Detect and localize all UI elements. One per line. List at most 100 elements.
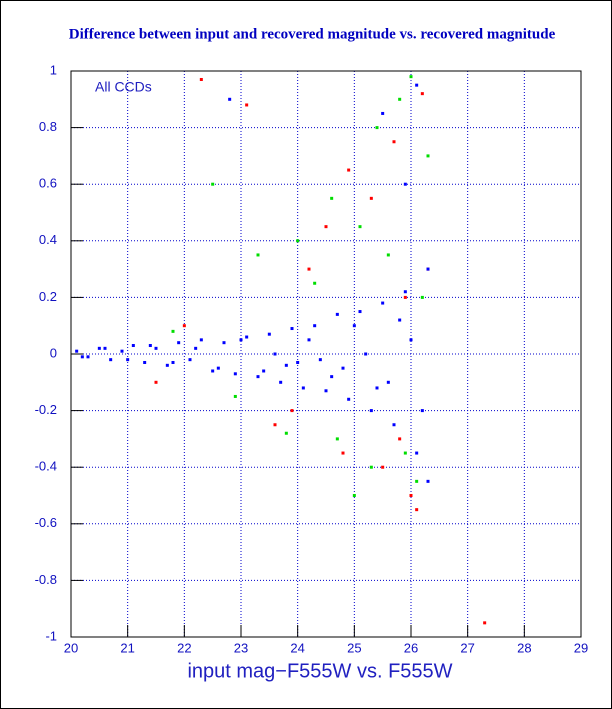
point: [420, 409, 424, 413]
x-tick-label: 25: [347, 640, 361, 655]
point: [177, 341, 181, 345]
point: [148, 344, 152, 348]
point: [347, 168, 351, 172]
point: [211, 182, 215, 186]
point: [415, 83, 419, 87]
point: [233, 372, 237, 376]
point: [228, 97, 232, 101]
point: [307, 338, 311, 342]
point: [403, 182, 407, 186]
point: [420, 295, 424, 299]
annotation: All CCDs: [95, 79, 152, 95]
point: [318, 358, 322, 362]
point: [313, 281, 317, 285]
point: [381, 301, 385, 305]
point: [194, 346, 198, 350]
point: [154, 346, 158, 350]
point: [398, 97, 402, 101]
point: [324, 389, 328, 393]
point: [290, 327, 294, 331]
point: [143, 360, 147, 364]
point: [154, 380, 158, 384]
point: [330, 375, 334, 379]
point: [426, 479, 430, 483]
point: [120, 349, 124, 353]
point: [369, 409, 373, 413]
point: [262, 369, 266, 373]
point: [415, 451, 419, 455]
point: [245, 103, 249, 107]
point: [415, 508, 419, 512]
point: [131, 344, 135, 348]
point: [290, 409, 294, 413]
point: [301, 386, 305, 390]
point: [352, 324, 356, 328]
y-tick-label: 0.8: [39, 119, 57, 134]
point: [341, 366, 345, 370]
point: [369, 196, 373, 200]
y-tick-label: 0.6: [39, 176, 57, 191]
point: [199, 338, 203, 342]
point: [381, 111, 385, 115]
point: [296, 239, 300, 243]
point: [256, 375, 260, 379]
point: [75, 349, 79, 353]
point: [403, 451, 407, 455]
point: [171, 329, 175, 333]
point: [386, 380, 390, 384]
point: [381, 465, 385, 469]
point: [296, 360, 300, 364]
point: [364, 352, 368, 356]
point: [273, 423, 277, 427]
point: [409, 75, 413, 79]
point: [386, 253, 390, 257]
x-tick-label: 20: [64, 640, 78, 655]
point: [483, 621, 487, 625]
point: [171, 360, 175, 364]
point: [409, 494, 413, 497]
point: [392, 423, 396, 427]
x-tick-label: 22: [177, 640, 191, 655]
point: [420, 92, 424, 96]
point: [403, 295, 407, 299]
point: [409, 338, 413, 342]
point: [398, 318, 402, 322]
point: [335, 312, 339, 316]
point: [222, 341, 226, 345]
point: [369, 465, 373, 469]
point: [245, 335, 249, 339]
point: [335, 437, 339, 441]
point: [126, 358, 130, 362]
x-tick-label: 27: [460, 640, 474, 655]
point: [233, 394, 237, 398]
point: [358, 310, 362, 314]
point: [86, 355, 90, 359]
x-axis-label: input mag−F555W vs. F555W: [187, 660, 452, 682]
point: [273, 352, 277, 356]
point: [165, 363, 169, 367]
point: [426, 154, 430, 158]
point: [330, 196, 334, 200]
point: [109, 358, 113, 362]
point: [307, 267, 311, 271]
point: [392, 140, 396, 144]
point: [256, 253, 260, 257]
x-tick-label: 28: [517, 640, 531, 655]
point: [341, 451, 345, 455]
y-tick-label: -0.8: [35, 572, 57, 587]
point: [103, 346, 107, 350]
point: [80, 355, 84, 359]
y-tick-label: 0: [50, 345, 57, 360]
y-tick-label: -0.2: [35, 402, 57, 417]
y-tick-label: -0.6: [35, 515, 57, 530]
point: [267, 332, 271, 336]
y-tick-label: 0.4: [39, 232, 57, 247]
x-tick-label: 29: [574, 640, 588, 655]
x-tick-label: 24: [290, 640, 304, 655]
point: [313, 324, 317, 328]
x-tick-label: 26: [404, 640, 418, 655]
point: [347, 397, 351, 401]
y-tick-label: -1: [45, 628, 57, 643]
point: [358, 225, 362, 229]
